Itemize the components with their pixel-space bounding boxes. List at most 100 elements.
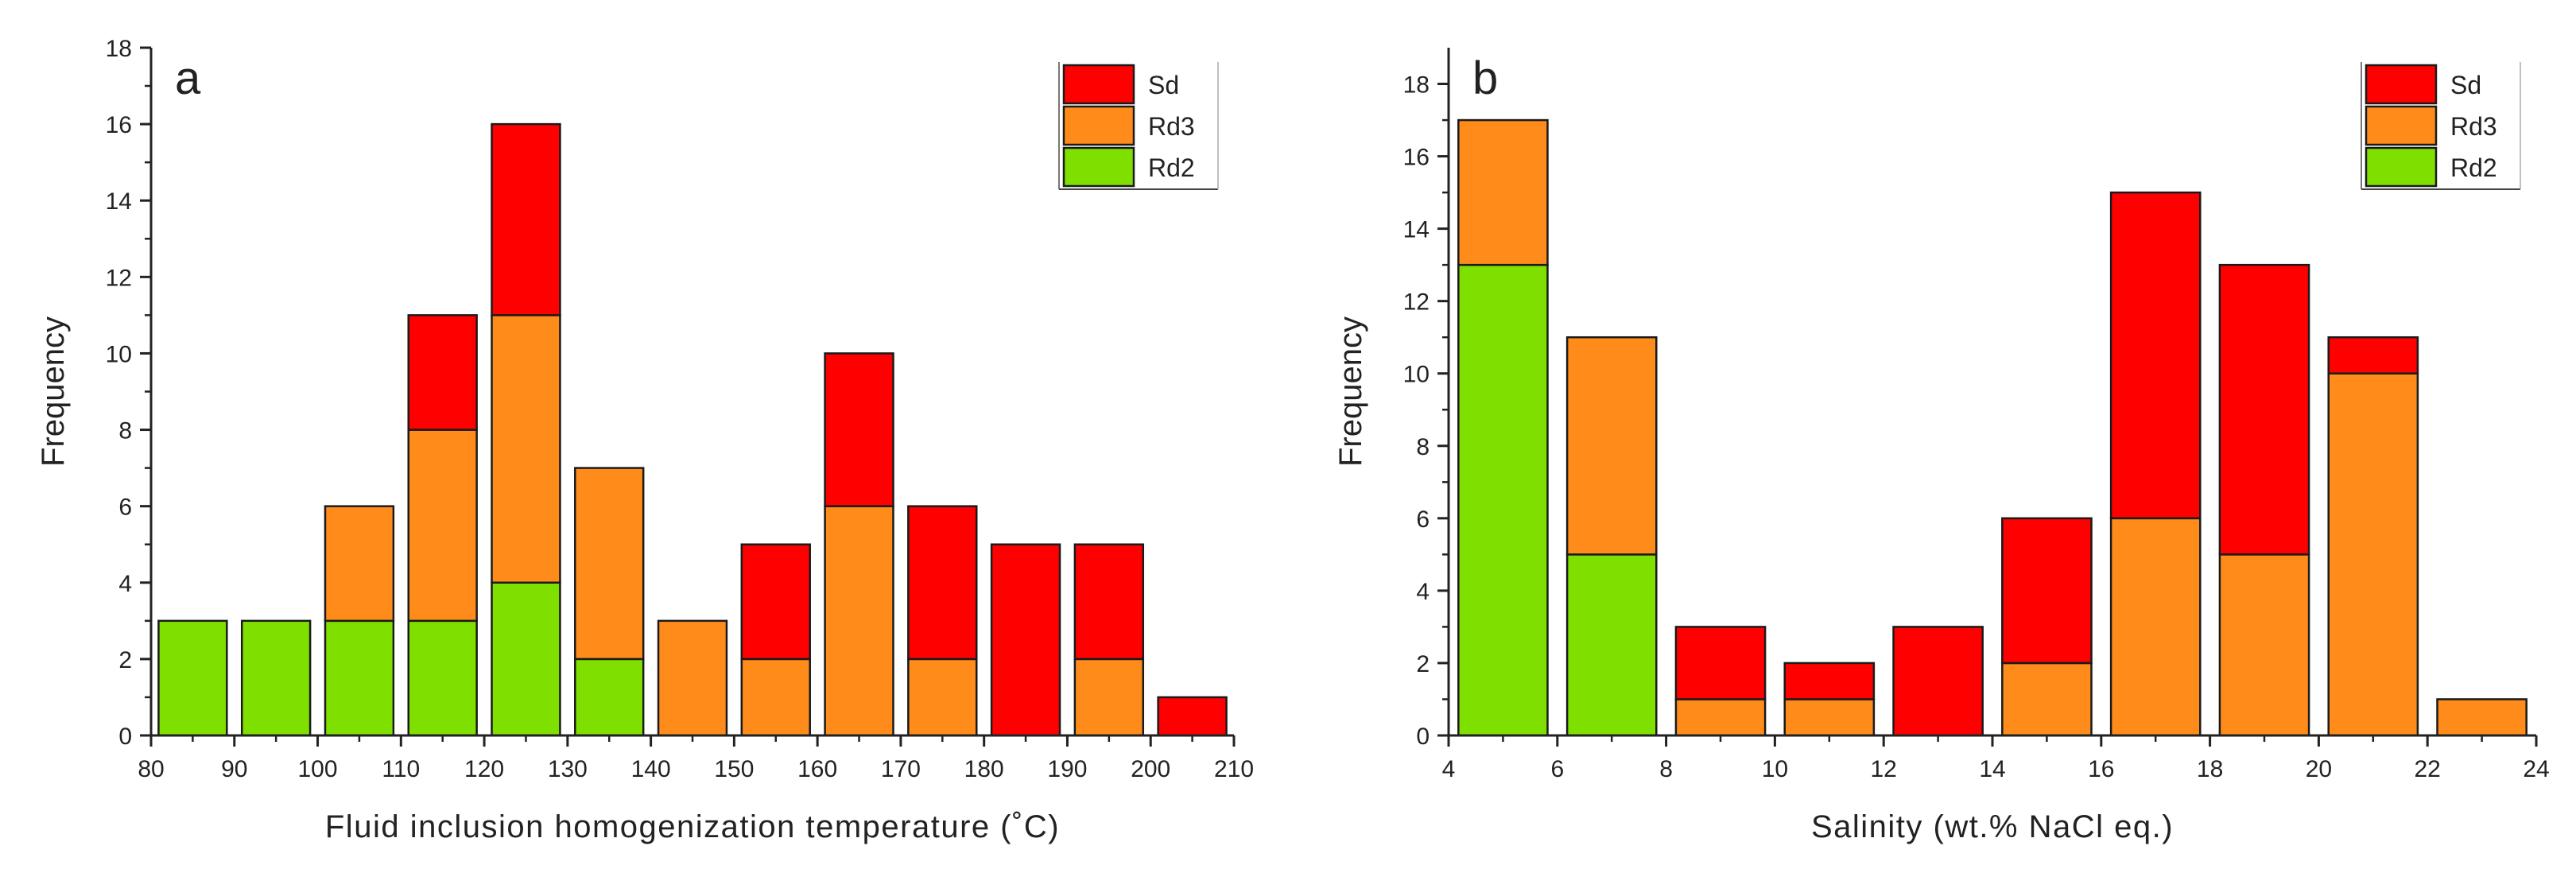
bar-rd3-190-200 [1073, 658, 1145, 737]
legend-label-rd2: Rd2 [2450, 153, 2497, 182]
bar-rd3-14-16 [2001, 662, 2093, 737]
bar-rd2-90-100 [240, 619, 312, 737]
x-tick-label: 20 [2306, 756, 2332, 782]
x-tick-label: 80 [138, 756, 164, 782]
x-tick-label: 8 [1659, 756, 1673, 782]
y-tick-label: 14 [1403, 217, 1430, 243]
bar-rd3-170-180 [907, 658, 978, 737]
y-tick-label: 10 [1403, 362, 1430, 388]
y-tick-label: 0 [118, 724, 132, 750]
x-tick-label: 14 [1979, 756, 2005, 782]
bar-sd-20-22 [2327, 336, 2419, 374]
y-tick-label: 6 [1416, 506, 1430, 533]
bar-sd-150-160 [740, 543, 811, 661]
bar-sd-160-170 [824, 352, 894, 507]
y-tick-label: 16 [1403, 145, 1430, 171]
bar-sd-8-10 [1674, 626, 1767, 700]
x-tick-label: 160 [797, 756, 837, 782]
x-tick-label: 140 [631, 756, 671, 782]
legend-label-sd: Sd [1148, 71, 1179, 99]
bar-rd3-20-22 [2327, 372, 2419, 737]
bar-rd3-10-12 [1783, 698, 1876, 737]
y-tick-label: 8 [1416, 434, 1430, 460]
bar-rd3-150-160 [740, 658, 811, 737]
y-tick-label: 0 [1416, 724, 1430, 750]
y-tick-label: 8 [118, 418, 132, 444]
y-tick-label: 12 [1403, 289, 1430, 316]
legend-label-sd: Sd [2450, 71, 2481, 99]
x-tick-label: 22 [2415, 756, 2441, 782]
legend-swatch-rd2 [2365, 146, 2438, 188]
x-tick-label: 170 [881, 756, 921, 782]
bar-sd-14-16 [2001, 517, 2093, 665]
bar-sd-200-210 [1157, 696, 1228, 737]
legend-swatch-sd [1062, 64, 1135, 105]
bar-rd3-120-130 [491, 314, 561, 584]
bar-rd2-130-140 [574, 658, 645, 737]
x-axis-title: Fluid inclusion homogenization temperatu… [325, 809, 1060, 844]
panel-label: b [1472, 52, 1498, 104]
bar-rd2-80-90 [157, 619, 228, 737]
bar-rd3-16-18 [2109, 517, 2202, 737]
y-tick-label: 16 [106, 112, 132, 138]
x-tick-label: 190 [1047, 756, 1087, 782]
x-tick-label: 210 [1214, 756, 1254, 782]
bar-rd3-110-120 [407, 429, 478, 623]
legend-label-rd3: Rd3 [2450, 112, 2497, 141]
y-tick-label: 4 [118, 571, 132, 597]
chart-panel-a: 80 90 100 110 120 130 140 150 160 170 180 190 200 210… [36, 36, 1254, 844]
bar-rd3-18-20 [2218, 553, 2310, 737]
y-tick-label: 10 [106, 341, 132, 367]
x-tick-label: 180 [964, 756, 1004, 782]
y-tick-label: 18 [1403, 72, 1430, 99]
y-axis-title: Frequency [1333, 316, 1368, 467]
bar-sd-180-190 [990, 543, 1061, 737]
x-tick-label: 6 [1550, 756, 1564, 782]
bar-sd-10-12 [1783, 662, 1876, 700]
x-tick-label: 200 [1131, 756, 1170, 782]
bar-rd2-110-120 [407, 619, 478, 737]
x-tick-label: 120 [464, 756, 504, 782]
bar-sd-12-14 [1892, 626, 1984, 737]
bar-rd2-120-130 [491, 581, 561, 737]
y-tick-label: 18 [106, 36, 132, 62]
x-tick-label: 4 [1442, 756, 1456, 782]
y-tick-label: 4 [1416, 579, 1430, 605]
bar-rd3-6-8 [1565, 336, 1658, 556]
x-tick-label: 12 [1871, 756, 1897, 782]
x-tick-label: 130 [548, 756, 588, 782]
bar-rd3-4-6 [1457, 118, 1549, 266]
x-tick-label: 110 [382, 756, 420, 782]
x-tick-label: 16 [2088, 756, 2114, 782]
y-tick-label: 12 [106, 265, 132, 291]
y-tick-label: 2 [118, 647, 132, 673]
legend-swatch-sd [2365, 64, 2438, 105]
y-axis-title: Frequency [36, 316, 71, 467]
bar-rd3-100-110 [324, 505, 395, 623]
y-tick-label: 14 [106, 188, 132, 215]
bar-sd-110-120 [407, 314, 478, 431]
bar-sd-16-18 [2109, 191, 2202, 520]
legend: Sd Rd3 Rd2 [2361, 62, 2521, 190]
panel-label: a [175, 52, 201, 104]
legend-label-rd3: Rd3 [1148, 112, 1195, 141]
legend: Sd Rd3 Rd2 [1058, 62, 1219, 190]
bar-sd-120-130 [491, 122, 561, 316]
x-tick-label: 90 [221, 756, 247, 782]
bar-rd2-100-110 [324, 619, 395, 737]
y-tick-label: 6 [118, 495, 132, 521]
bar-sd-170-180 [907, 505, 978, 661]
x-axis-title: Salinity (wt.% NaCl eq.) [1811, 809, 2174, 844]
legend-label-rd2: Rd2 [1148, 153, 1195, 182]
legend-swatch-rd2 [1062, 146, 1135, 188]
bar-rd2-6-8 [1565, 553, 1658, 737]
bar-rd3-140-150 [657, 619, 728, 737]
legend-swatch-rd3 [2365, 105, 2438, 146]
bar-rd3-22-24 [2436, 698, 2528, 737]
legend-swatch-rd3 [1062, 105, 1135, 146]
x-tick-label: 150 [714, 756, 754, 782]
bar-sd-18-20 [2218, 263, 2310, 556]
